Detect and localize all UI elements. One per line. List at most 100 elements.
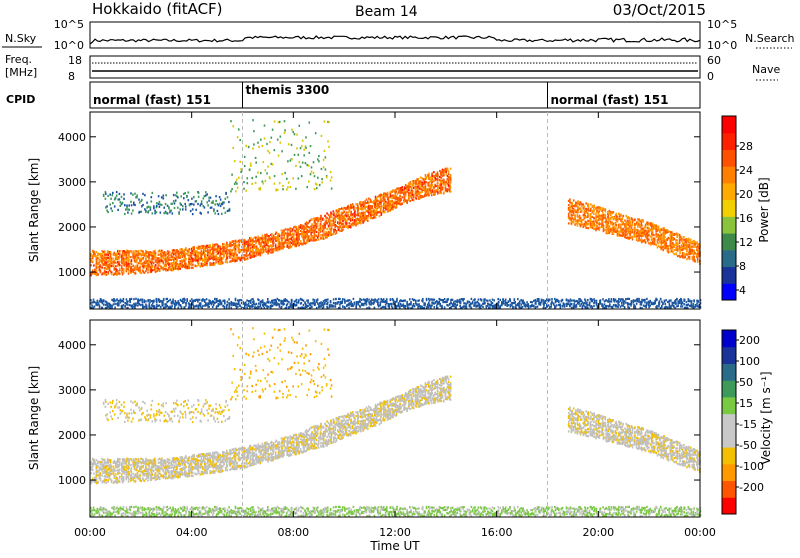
power-echo-cell bbox=[343, 211, 345, 213]
freq-label: Freq. bbox=[5, 53, 32, 66]
power-echo-cell bbox=[671, 248, 673, 250]
power-echo-cell bbox=[381, 203, 383, 205]
power-echo-cell bbox=[435, 189, 437, 191]
power-echo-cell bbox=[671, 231, 673, 233]
power-echo-cell bbox=[435, 174, 437, 176]
power-echo-cell bbox=[111, 260, 113, 262]
power-echo-cell bbox=[648, 242, 650, 244]
power-echo-cell bbox=[218, 245, 220, 247]
power-echo-cell bbox=[211, 255, 213, 257]
power-echo-cell bbox=[349, 206, 351, 208]
power-echo-cell bbox=[364, 212, 366, 214]
power-echo-cell bbox=[250, 240, 252, 242]
power-echo-cell bbox=[253, 240, 255, 242]
power-echo-cell bbox=[372, 214, 374, 216]
power-echo-cell bbox=[209, 255, 211, 257]
power-echo-cell bbox=[599, 226, 601, 228]
power-echo-cell bbox=[235, 248, 237, 250]
power-echo-cell bbox=[612, 216, 614, 218]
power-echo-cell bbox=[331, 220, 333, 222]
power-echo-cell bbox=[413, 184, 415, 186]
power-echo-cell bbox=[320, 221, 322, 223]
power-echo-cell bbox=[410, 200, 412, 202]
power-echo-cell bbox=[131, 260, 133, 262]
power-echo-cell bbox=[97, 263, 99, 265]
power-echo-cell bbox=[114, 268, 116, 270]
power-echo-cell bbox=[350, 205, 352, 207]
power-echo-cell bbox=[580, 217, 582, 219]
power-echo-cell bbox=[126, 256, 128, 258]
nsky-left-tick-bottom: 10^0 bbox=[54, 39, 84, 52]
power-echo-cell bbox=[418, 178, 420, 180]
power-echo-cell bbox=[285, 232, 287, 234]
power-echo-cell bbox=[106, 274, 108, 276]
power-echo-cell bbox=[323, 225, 325, 227]
power-echo-cell bbox=[215, 256, 217, 258]
power-echo-cell bbox=[329, 228, 331, 230]
power-echo-cell bbox=[132, 265, 134, 267]
power-echo-cell bbox=[443, 192, 445, 194]
power-echo-cell bbox=[131, 263, 133, 265]
power-echo-cell bbox=[179, 268, 181, 270]
power-echo-cell bbox=[654, 238, 656, 240]
power-echo-cell bbox=[250, 244, 252, 246]
power-echo-cell bbox=[641, 232, 643, 234]
power-echo-cell bbox=[397, 202, 399, 204]
power-echo-cell bbox=[192, 267, 194, 269]
power-echo-cell bbox=[697, 257, 699, 259]
power-echo-cell bbox=[230, 250, 232, 252]
power-echo-cell bbox=[193, 300, 195, 302]
power-echo-cell bbox=[128, 265, 130, 267]
power-echo-cell bbox=[658, 227, 660, 229]
power-echo-cell bbox=[443, 179, 445, 181]
power-echo-cell bbox=[668, 250, 670, 252]
power-echo-cell bbox=[333, 214, 335, 216]
power-echo-cell bbox=[329, 232, 331, 234]
power-echo-cell bbox=[197, 254, 199, 256]
power-echo-cell bbox=[658, 234, 660, 236]
power-echo-cell bbox=[276, 248, 278, 250]
power-echo-cell bbox=[126, 263, 128, 265]
power-echo-cell bbox=[233, 240, 235, 242]
power-echo-cell bbox=[159, 268, 161, 270]
power-echo-cell bbox=[437, 191, 439, 193]
power-echo-cell bbox=[336, 210, 338, 212]
power-echo-cell bbox=[320, 215, 322, 217]
power-echo-cell bbox=[163, 262, 165, 264]
power-echo-cell bbox=[159, 254, 161, 256]
power-echo-cell bbox=[620, 227, 622, 229]
power-echo-cell bbox=[577, 207, 579, 209]
power-echo-cell bbox=[155, 257, 157, 259]
power-echo-cell bbox=[575, 204, 577, 206]
power-echo-cell bbox=[198, 251, 200, 253]
power-echo-cell bbox=[155, 252, 157, 254]
power-echo-cell bbox=[574, 214, 576, 216]
power-echo-cell bbox=[571, 211, 573, 213]
power-echo-cell bbox=[189, 261, 191, 263]
power-echo-cell bbox=[110, 253, 112, 255]
power-echo-cell bbox=[693, 246, 695, 248]
power-echo-cell bbox=[405, 200, 407, 202]
power-echo-cell bbox=[367, 220, 369, 222]
power-echo-cell bbox=[641, 241, 643, 243]
power-echo-cell bbox=[182, 260, 184, 262]
power-echo-cell bbox=[126, 303, 128, 305]
power-echo-cell bbox=[346, 222, 348, 224]
power-echo-cell bbox=[179, 260, 181, 262]
power-echo-cell bbox=[143, 257, 145, 259]
power-echo-cell bbox=[276, 232, 278, 234]
power-echo-cell bbox=[585, 210, 587, 212]
power-echo-cell bbox=[235, 258, 237, 260]
power-echo-cell bbox=[668, 248, 670, 250]
power-echo-cell bbox=[620, 224, 622, 226]
power-echo-cell bbox=[593, 217, 595, 219]
power-echo-cell bbox=[346, 226, 348, 228]
power-echo-cell bbox=[592, 222, 594, 224]
power-echo-cell bbox=[350, 211, 352, 213]
power-echo-cell bbox=[244, 249, 246, 251]
power-echo-cell bbox=[606, 225, 608, 227]
power-echo-cell bbox=[569, 209, 571, 211]
power-echo-cell bbox=[381, 198, 383, 200]
power-echo-cell bbox=[97, 300, 99, 302]
power-echo-cell bbox=[309, 236, 311, 238]
